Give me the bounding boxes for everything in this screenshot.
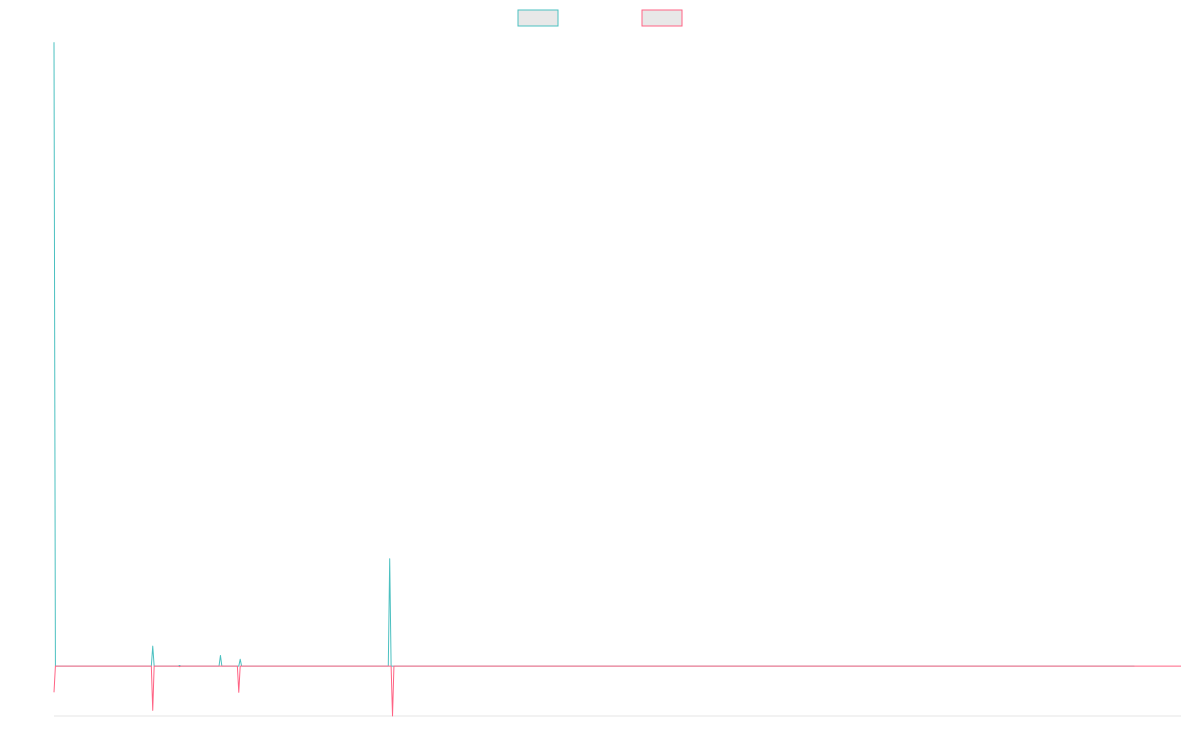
chart-legend — [517, 9, 683, 27]
series-line-1 — [53, 42, 1135, 667]
series-line-2 — [53, 665, 1181, 717]
legend-swatch-2[interactable] — [641, 9, 683, 27]
plot-area — [53, 42, 1181, 717]
series-layer — [53, 42, 1181, 717]
legend-swatch-1[interactable] — [517, 9, 559, 27]
